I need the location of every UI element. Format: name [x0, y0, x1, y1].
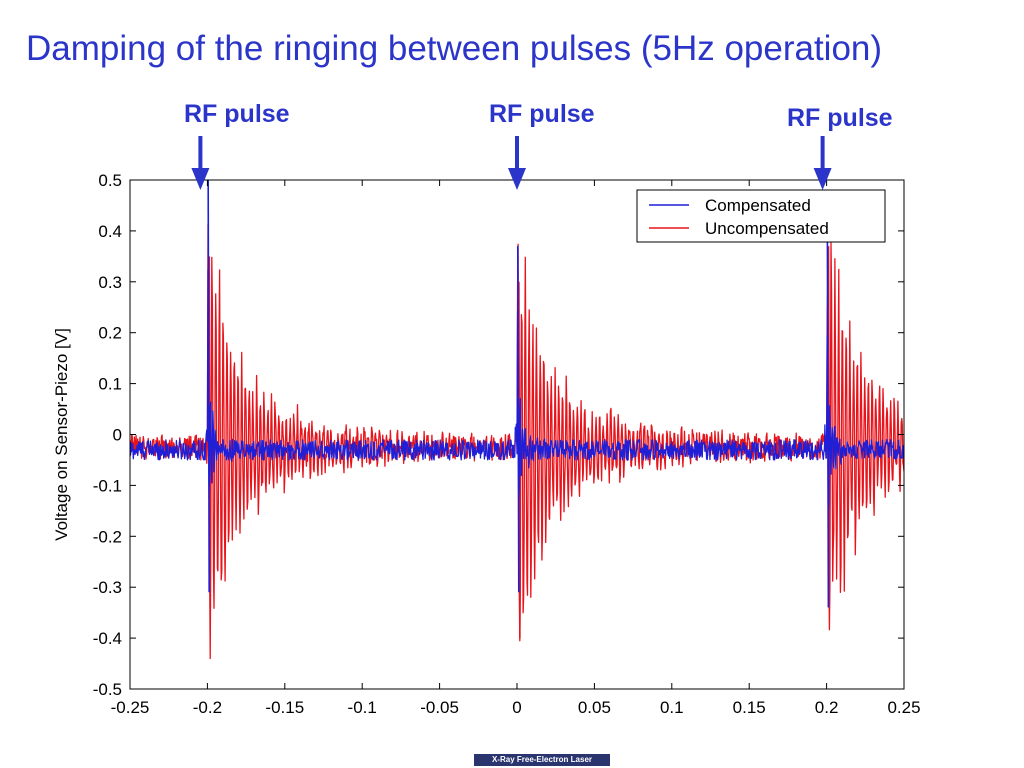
y-axis-label: Voltage on Sensor-Piezo [V] [52, 328, 71, 541]
pulse-spike-compensated [516, 246, 520, 593]
x-tick-label: -0.15 [265, 698, 304, 717]
x-tick-label: 0 [512, 698, 521, 717]
slide-title: Damping of the ringing between pulses (5… [26, 29, 883, 68]
rf-pulse-arrow [191, 136, 210, 190]
y-tick-label: 0.4 [98, 222, 122, 241]
x-tick-label: -0.25 [111, 698, 150, 717]
y-tick-label: -0.3 [93, 578, 122, 597]
legend: Compensated Uncompensated [636, 189, 886, 243]
pulse-spike-compensated [826, 230, 830, 608]
pulse-spike-compensated [207, 180, 210, 593]
y-tick-label: -0.1 [93, 476, 122, 495]
series-line-compensated [130, 269, 904, 511]
y-tick-label: 0.1 [98, 375, 122, 394]
x-tick-label: -0.05 [420, 698, 459, 717]
y-tick-label: 0.3 [98, 273, 122, 292]
rf-pulse-arrow [813, 136, 832, 190]
legend-entry: Uncompensated [705, 219, 829, 238]
y-tick-label: 0.2 [98, 324, 122, 343]
x-tick-label: 0.2 [815, 698, 839, 717]
x-tick-label: 0.25 [887, 698, 920, 717]
y-tick-label: -0.5 [93, 680, 122, 699]
x-tick-label: -0.2 [193, 698, 222, 717]
x-tick-label: 0.05 [578, 698, 611, 717]
y-tick-label: -0.4 [93, 629, 122, 648]
rf-pulse-label: RF pulse [184, 100, 290, 128]
rf-pulse-arrow [508, 136, 526, 190]
x-tick-label: 0.15 [733, 698, 766, 717]
x-tick-label: 0.1 [660, 698, 684, 717]
x-tick-label: -0.1 [348, 698, 377, 717]
y-tick-label: -0.2 [93, 527, 122, 546]
y-tick-label: 0 [113, 426, 122, 445]
footer-logo: X-Ray Free-Electron Laser [474, 754, 610, 766]
legend-box [636, 189, 886, 243]
rf-pulse-label: RF pulse [787, 104, 893, 132]
rf-pulse-label: RF pulse [489, 100, 595, 128]
legend-entry: Compensated [705, 196, 811, 215]
y-tick-label: 0.5 [98, 171, 122, 190]
